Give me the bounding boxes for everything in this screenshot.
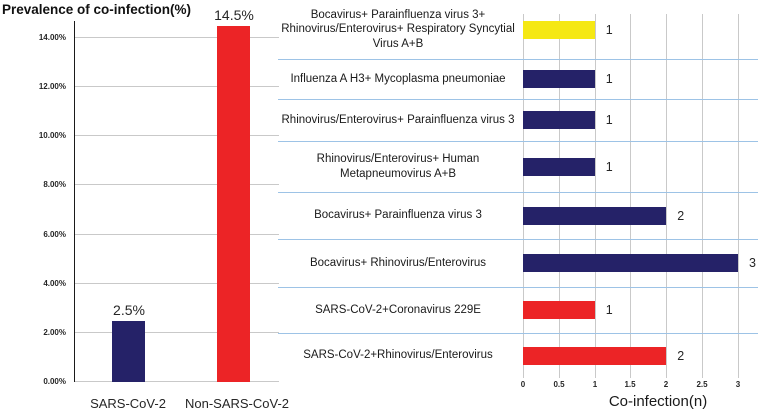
y-tick-label: 4.00% — [43, 279, 66, 288]
bar — [523, 70, 595, 88]
gridline — [75, 381, 279, 382]
bar — [523, 254, 738, 272]
x-tick-label: 2.5 — [696, 380, 708, 389]
bar — [523, 346, 667, 365]
bar-row: SARS-CoV-2+Rhinovirus/Enterovirus 2 — [278, 333, 762, 378]
y-tick-label: 10.00% — [38, 131, 66, 140]
row-separator — [278, 287, 758, 288]
x-tick-label: 3 — [735, 380, 741, 389]
y-tick-label: 8.00% — [43, 180, 66, 189]
x-tick-label: 1 — [592, 380, 598, 389]
gridline — [75, 283, 279, 284]
value-label: 2 — [677, 208, 685, 223]
gridline — [75, 184, 279, 185]
row-label: SARS-CoV-2+Rhinovirus/Enterovirus — [303, 349, 493, 362]
x-axis-title: Co-infection(n) — [608, 393, 708, 410]
y-tick-label: 14.00% — [38, 33, 66, 42]
bar-row: Influenza A H3+ Mycoplasma pneumoniae 1 — [278, 59, 762, 99]
bar — [523, 206, 667, 225]
row-label: Bocavirus+ Parainfluenza virus 3+ Rhinov… — [281, 9, 515, 50]
bar-sars-cov-2 — [112, 320, 145, 382]
value-label: 1 — [605, 159, 613, 174]
row-separator — [278, 333, 758, 334]
gridline — [702, 14, 703, 378]
bar — [523, 20, 595, 39]
bar-row: Bocavirus+ Parainfluenza virus 3 2 — [278, 192, 762, 239]
gridline — [666, 14, 667, 378]
gridline — [75, 234, 279, 235]
value-label: 3 — [749, 256, 756, 270]
category-label-sars-cov-2: SARS-CoV-2 — [90, 396, 166, 411]
x-tick-label: 0.5 — [553, 380, 565, 389]
y-tick-label: 0.00% — [43, 377, 66, 386]
x-tick-label: 2 — [663, 380, 669, 389]
value-label: 1 — [605, 303, 613, 317]
bar-row: Bocavirus+ Parainfluenza virus 3+ Rhinov… — [278, 0, 762, 59]
value-label: 2 — [677, 348, 685, 363]
left-chart-title: Prevalence of co-infection(%) — [2, 2, 192, 17]
bar — [523, 157, 595, 176]
gridline — [75, 332, 279, 333]
bar-row: Bocavirus+ Rhinovirus/Enterovirus 3 — [278, 239, 762, 287]
gridline — [738, 14, 739, 378]
gridline — [595, 14, 596, 378]
row-label: Rhinovirus/Enterovirus+ Human Metapneumo… — [316, 153, 480, 180]
bar-row: Rhinovirus/Enterovirus+ Human Metapneumo… — [278, 141, 762, 192]
bar-non-sars-cov-2 — [217, 25, 250, 382]
bar-row: SARS-CoV-2+Coronavirus 229E 1 — [278, 287, 762, 333]
row-label: Influenza A H3+ Mycoplasma pneumoniae — [290, 72, 506, 85]
row-label: Rhinovirus/Enterovirus+ Parainfluenza vi… — [281, 113, 515, 126]
bar-row: Rhinovirus/Enterovirus+ Parainfluenza vi… — [278, 99, 762, 141]
gridline — [75, 86, 279, 87]
gridline — [559, 14, 560, 378]
value-label: 1 — [605, 22, 613, 37]
row-separator — [278, 141, 758, 142]
y-tick-label: 6.00% — [43, 230, 66, 239]
row-separator — [278, 192, 758, 193]
data-label: 2.5% — [113, 301, 145, 318]
gridline — [75, 135, 279, 136]
row-separator — [278, 239, 758, 240]
gridline — [630, 14, 631, 378]
value-label: 1 — [605, 72, 613, 86]
bar — [523, 111, 595, 129]
data-label: 14.5% — [214, 6, 254, 23]
category-label-non-sars-cov-2: Non-SARS-CoV-2 — [184, 396, 290, 411]
coinfection-count-chart: Bocavirus+ Parainfluenza virus 3+ Rhinov… — [278, 0, 762, 418]
gridline — [75, 37, 279, 38]
value-label: 1 — [605, 113, 613, 127]
row-separator — [278, 99, 758, 100]
row-label: Bocavirus+ Rhinovirus/Enterovirus — [309, 256, 487, 269]
x-tick-label: 1.5 — [624, 380, 636, 389]
y-tick-label: 2.00% — [43, 328, 66, 337]
bar — [523, 301, 595, 319]
row-label: SARS-CoV-2+Coronavirus 229E — [315, 303, 481, 316]
left-plot-area: 2.5% 14.5% — [74, 7, 279, 382]
row-separator — [278, 59, 758, 60]
row-label: Bocavirus+ Parainfluenza virus 3 — [314, 209, 482, 222]
y-tick-label: 12.00% — [38, 82, 66, 91]
gridline — [523, 14, 524, 378]
x-tick-label: 0 — [520, 380, 526, 389]
